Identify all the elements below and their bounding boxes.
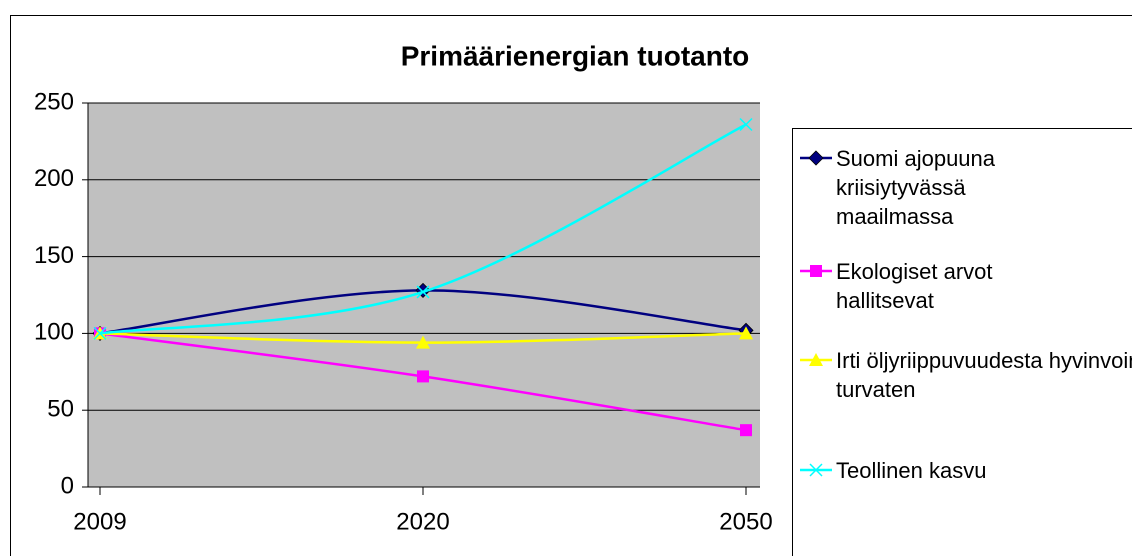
x-tick-label: 2020 [396,508,449,535]
y-tick-label: 50 [47,396,74,423]
chart-title: Primäärienergian tuotanto [401,40,750,71]
legend-box [792,128,1132,556]
legend-marker [809,463,823,477]
marker [739,117,753,132]
y-tick-label: 200 [34,165,74,192]
legend-marker [809,353,823,366]
x-tick-label: 2050 [719,508,772,535]
y-tick-label: 250 [34,88,74,115]
x-tick-label: 2009 [73,508,126,535]
marker [416,335,430,349]
marker [416,285,430,299]
marker [93,326,107,340]
legend-label: Ekologiset arvot hallitsevat [836,258,993,313]
legend-marker [808,150,824,166]
legend-label: Teollinen kasvu [836,457,987,483]
marker [740,424,752,437]
marker [739,326,753,340]
legend-label: Irti öljyriippuvuudesta hyvinvointi turv… [836,347,1132,402]
y-tick-label: 0 [61,472,74,499]
y-tick-label: 150 [34,242,74,269]
marker [417,370,429,383]
legend-label: Suomi ajopuuna kriisiytyvässä maailmassa [836,145,996,229]
legend-marker [810,265,822,277]
y-tick-label: 100 [34,319,74,346]
